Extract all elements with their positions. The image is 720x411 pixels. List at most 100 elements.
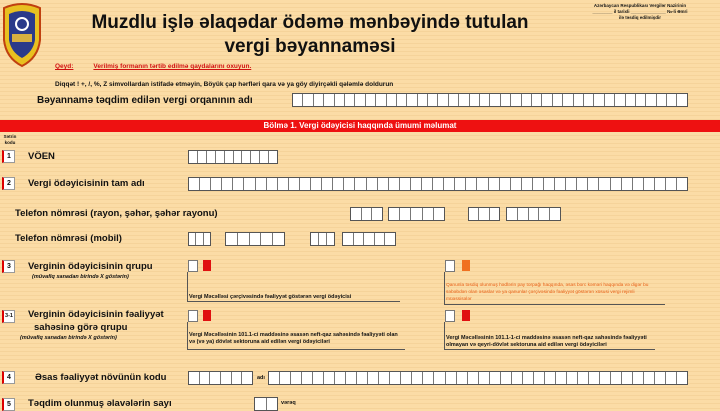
character-cell[interactable] (355, 94, 366, 106)
character-cell[interactable] (555, 178, 567, 190)
character-cell[interactable] (615, 94, 626, 106)
character-cell[interactable] (378, 178, 389, 190)
character-cell[interactable] (611, 178, 622, 190)
phone-area-code-input[interactable] (350, 207, 383, 221)
character-cell[interactable] (633, 372, 645, 384)
character-cell[interactable] (489, 178, 500, 190)
character-cell[interactable] (216, 151, 225, 163)
character-cell[interactable] (311, 178, 323, 190)
character-cell[interactable] (553, 94, 564, 106)
character-cell[interactable] (542, 94, 553, 106)
character-cell[interactable] (362, 208, 373, 220)
character-cell[interactable] (200, 178, 212, 190)
activity-option2-checkbox[interactable] (445, 310, 455, 322)
character-cell[interactable] (267, 178, 278, 190)
character-cell[interactable] (444, 178, 456, 190)
character-cell[interactable] (423, 208, 434, 220)
character-cell[interactable] (411, 178, 422, 190)
character-cell[interactable] (470, 94, 481, 106)
taxpayer-name-input[interactable] (188, 177, 688, 191)
character-cell[interactable] (256, 178, 267, 190)
character-cell[interactable] (480, 94, 491, 106)
character-cell[interactable] (622, 178, 633, 190)
character-cell[interactable] (387, 94, 397, 106)
character-cell[interactable] (423, 372, 435, 384)
phone2-area-code-input[interactable] (468, 207, 500, 221)
character-cell[interactable] (379, 372, 391, 384)
character-cell[interactable] (300, 178, 312, 190)
character-cell[interactable] (655, 178, 667, 190)
character-cell[interactable] (636, 94, 647, 106)
character-cell[interactable] (407, 94, 418, 106)
group-option1-checkbox[interactable] (188, 260, 198, 272)
character-cell[interactable] (500, 178, 511, 190)
character-cell[interactable] (469, 208, 480, 220)
character-cell[interactable] (367, 178, 378, 190)
character-cell[interactable] (351, 208, 362, 220)
character-cell[interactable] (389, 178, 400, 190)
character-cell[interactable] (589, 372, 600, 384)
group-option2-checkbox[interactable] (445, 260, 455, 272)
character-cell[interactable] (211, 178, 223, 190)
character-cell[interactable] (666, 372, 678, 384)
character-cell[interactable] (346, 372, 358, 384)
character-cell[interactable] (189, 151, 198, 163)
character-cell[interactable] (313, 372, 325, 384)
character-cell[interactable] (390, 372, 402, 384)
character-cell[interactable] (518, 208, 529, 220)
character-cell[interactable] (260, 151, 270, 163)
character-cell[interactable] (303, 94, 314, 106)
character-cell[interactable] (479, 208, 490, 220)
character-cell[interactable] (324, 372, 336, 384)
character-cell[interactable] (335, 372, 347, 384)
character-cell[interactable] (278, 178, 289, 190)
character-cell[interactable] (400, 178, 411, 190)
mobile2-number-input[interactable] (342, 232, 396, 246)
character-cell[interactable] (324, 94, 335, 106)
activity-name-input[interactable] (268, 371, 688, 385)
phone2-number-input[interactable] (506, 207, 561, 221)
character-cell[interactable] (490, 94, 501, 106)
character-cell[interactable] (529, 208, 540, 220)
character-cell[interactable] (433, 178, 445, 190)
character-cell[interactable] (434, 372, 446, 384)
character-cell[interactable] (314, 94, 325, 106)
character-cell[interactable] (291, 372, 303, 384)
character-cell[interactable] (280, 372, 292, 384)
character-cell[interactable] (455, 178, 467, 190)
character-cell[interactable] (210, 372, 222, 384)
character-cell[interactable] (644, 178, 655, 190)
character-cell[interactable] (666, 178, 678, 190)
character-cell[interactable] (242, 151, 252, 163)
character-cell[interactable] (368, 372, 380, 384)
character-cell[interactable] (511, 178, 522, 190)
character-cell[interactable] (646, 94, 657, 106)
character-cell[interactable] (364, 233, 375, 245)
character-cell[interactable] (289, 178, 300, 190)
activity-option1-checkbox[interactable] (188, 310, 198, 322)
character-cell[interactable] (544, 178, 556, 190)
character-cell[interactable] (357, 372, 369, 384)
character-cell[interactable] (327, 233, 334, 245)
character-cell[interactable] (345, 94, 356, 106)
character-cell[interactable] (434, 208, 444, 220)
character-cell[interactable] (255, 398, 267, 410)
character-cell[interactable] (269, 151, 277, 163)
character-cell[interactable] (238, 233, 250, 245)
character-cell[interactable] (376, 94, 387, 106)
character-cell[interactable] (311, 233, 319, 245)
character-cell[interactable] (501, 94, 512, 106)
character-cell[interactable] (574, 94, 584, 106)
character-cell[interactable] (267, 398, 278, 410)
character-cell[interactable] (196, 233, 204, 245)
character-cell[interactable] (333, 178, 345, 190)
character-cell[interactable] (221, 372, 232, 384)
character-cell[interactable] (269, 372, 281, 384)
character-cell[interactable] (605, 94, 616, 106)
mobile2-prefix-input[interactable] (310, 232, 335, 246)
character-cell[interactable] (428, 94, 439, 106)
character-cell[interactable] (366, 94, 377, 106)
character-cell[interactable] (411, 208, 423, 220)
character-cell[interactable] (578, 372, 589, 384)
mobile-number-input[interactable] (225, 232, 285, 246)
